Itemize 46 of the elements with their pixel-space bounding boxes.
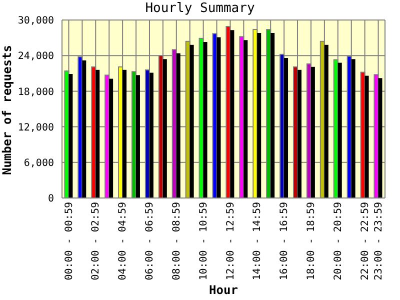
bar [351, 59, 356, 198]
y-tick-label: 0 [48, 194, 54, 205]
bar [149, 72, 154, 198]
bar [284, 58, 288, 198]
y-tick-label: 12,000 [18, 122, 54, 134]
x-tick-label: 02:00 - 02:59 [90, 202, 102, 280]
y-tick-label: 30,000 [18, 16, 54, 27]
bar [270, 33, 275, 198]
x-tick-label: 04:00 - 04:59 [118, 202, 129, 280]
x-tick-label: 06:00 - 06:59 [144, 202, 156, 280]
bar [68, 74, 73, 198]
bar [162, 59, 167, 198]
chart-title: Hourly Summary [144, 1, 256, 16]
bar [203, 42, 208, 198]
x-tick-label: 20:00 - 20:59 [332, 202, 344, 280]
bar [82, 60, 86, 198]
x-tick-label: 22:00 - 22:59 [360, 202, 371, 280]
bar [364, 76, 369, 198]
x-tick-label: 14:00 - 14:59 [252, 202, 264, 280]
x-tick-label: 12:00 - 12:59 [225, 202, 236, 280]
bar [216, 37, 221, 198]
bar [122, 70, 127, 198]
bar [378, 78, 382, 198]
bar [136, 75, 140, 198]
x-tick-label: 16:00 - 16:59 [279, 202, 290, 280]
bar [176, 53, 180, 198]
bar [109, 78, 114, 198]
y-axis-title: Number of requests [0, 44, 14, 176]
bar [310, 66, 315, 198]
x-axis-title: Hour [208, 283, 239, 297]
y-tick-label: 24,000 [18, 51, 54, 62]
bar [338, 62, 342, 198]
y-tick-label: 18,000 [18, 86, 54, 98]
x-tick-label: 00:00 - 00:59 [64, 202, 75, 280]
x-tick-label: 23:00 - 23:59 [373, 202, 384, 280]
bar [257, 33, 262, 198]
x-tick-label: 10:00 - 10:59 [198, 202, 210, 280]
bar [324, 44, 328, 198]
bar [230, 30, 234, 198]
bar [190, 44, 194, 198]
bar [297, 70, 302, 198]
x-tick-label: 08:00 - 08:59 [171, 202, 182, 280]
x-tick-label: 18:00 - 18:59 [306, 202, 318, 280]
y-tick-label: 6,000 [24, 158, 54, 169]
bar [244, 40, 248, 198]
bar [96, 70, 100, 198]
